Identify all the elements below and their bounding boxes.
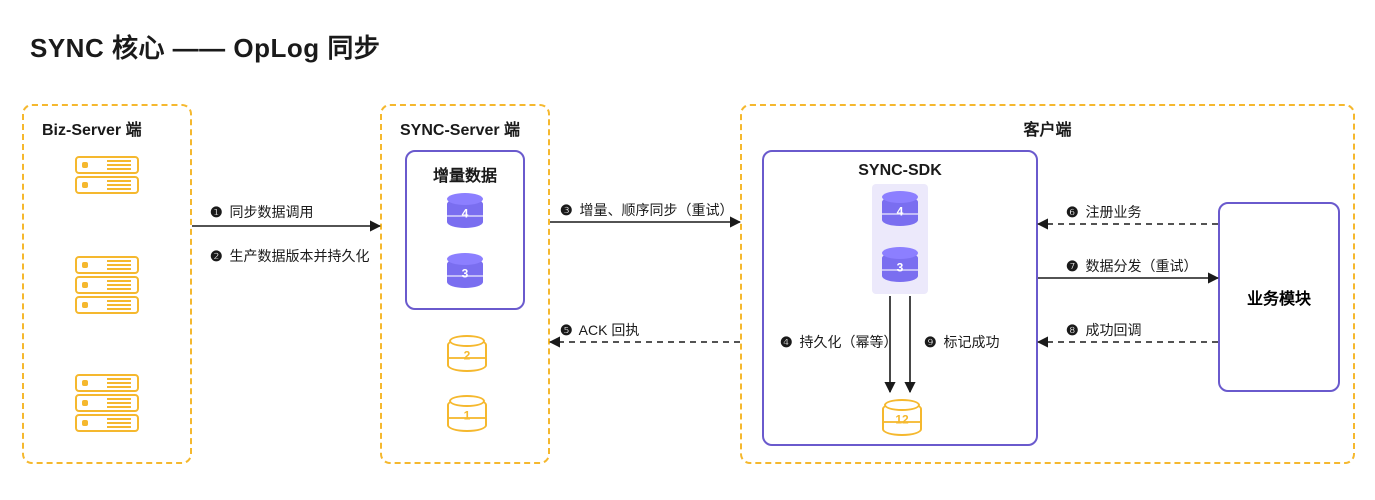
step-number-icon: ❺ xyxy=(560,322,573,339)
step-label: ❷ 生产数据版本并持久化 xyxy=(210,246,369,266)
box-sync-title: SYNC-Server 端 xyxy=(382,116,548,140)
server-group xyxy=(75,256,139,314)
database-icon: 2 xyxy=(447,338,487,372)
step-text: 标记成功 xyxy=(940,334,1000,350)
database-number: 2 xyxy=(449,349,485,363)
box-biz-module: 业务模块 xyxy=(1218,202,1340,392)
database-number: 12 xyxy=(884,413,920,427)
database-icon: 3 xyxy=(447,258,483,288)
step-text: 数据分发（重试） xyxy=(1082,258,1198,274)
step-label: ❼ 数据分发（重试） xyxy=(1066,256,1197,276)
step-label: ❾ 标记成功 xyxy=(924,332,999,352)
server-icon xyxy=(75,256,139,274)
database-icon: 12 xyxy=(882,402,922,436)
step-number-icon: ❷ xyxy=(210,248,223,265)
step-text: 生产数据版本并持久化 xyxy=(226,248,370,264)
box-client-title: 客户端 xyxy=(742,116,1353,140)
server-icon xyxy=(75,156,139,174)
step-label: ❶ 同步数据调用 xyxy=(210,202,313,222)
step-text: 持久化（幂等） xyxy=(796,334,898,350)
box-bizmod-label: 业务模块 xyxy=(1220,285,1338,309)
box-biz-title: Biz-Server 端 xyxy=(24,116,190,140)
server-icon xyxy=(75,296,139,314)
database-number: 3 xyxy=(447,267,483,281)
database-number: 4 xyxy=(447,207,483,221)
database-icon: 1 xyxy=(447,398,487,432)
database-number: 1 xyxy=(449,409,485,423)
step-label: ❻ 注册业务 xyxy=(1066,202,1141,222)
diagram-title: SYNC 核心 —— OpLog 同步 xyxy=(30,28,380,65)
server-group xyxy=(75,156,139,194)
server-group xyxy=(75,374,139,432)
server-icon xyxy=(75,414,139,432)
database-number: 3 xyxy=(882,261,918,275)
step-number-icon: ❽ xyxy=(1066,322,1079,339)
step-number-icon: ❾ xyxy=(924,334,937,351)
server-icon xyxy=(75,374,139,392)
step-label: ❽ 成功回调 xyxy=(1066,320,1141,340)
step-number-icon: ❸ xyxy=(560,202,573,219)
server-icon xyxy=(75,276,139,294)
step-number-icon: ❻ xyxy=(1066,204,1079,221)
step-text: 注册业务 xyxy=(1082,204,1142,220)
database-icon: 3 xyxy=(882,252,918,282)
step-number-icon: ❶ xyxy=(210,204,223,221)
step-number-icon: ❹ xyxy=(780,334,793,351)
server-icon xyxy=(75,176,139,194)
step-text: 成功回调 xyxy=(1082,322,1142,338)
step-text: 同步数据调用 xyxy=(226,204,314,220)
server-icon xyxy=(75,394,139,412)
step-number-icon: ❼ xyxy=(1066,258,1079,275)
box-delta-title: 增量数据 xyxy=(407,162,523,186)
step-label: ❹ 持久化（幂等） xyxy=(780,332,897,352)
box-sdk-title: SYNC-SDK xyxy=(764,162,1036,180)
database-number: 4 xyxy=(882,205,918,219)
step-text: 增量、顺序同步（重试） xyxy=(576,202,734,218)
step-label: ❸ 增量、顺序同步（重试） xyxy=(560,200,733,220)
database-icon: 4 xyxy=(882,196,918,226)
database-icon: 4 xyxy=(447,198,483,228)
step-text: ACK 回执 xyxy=(576,322,640,338)
step-label: ❺ ACK 回执 xyxy=(560,320,639,340)
